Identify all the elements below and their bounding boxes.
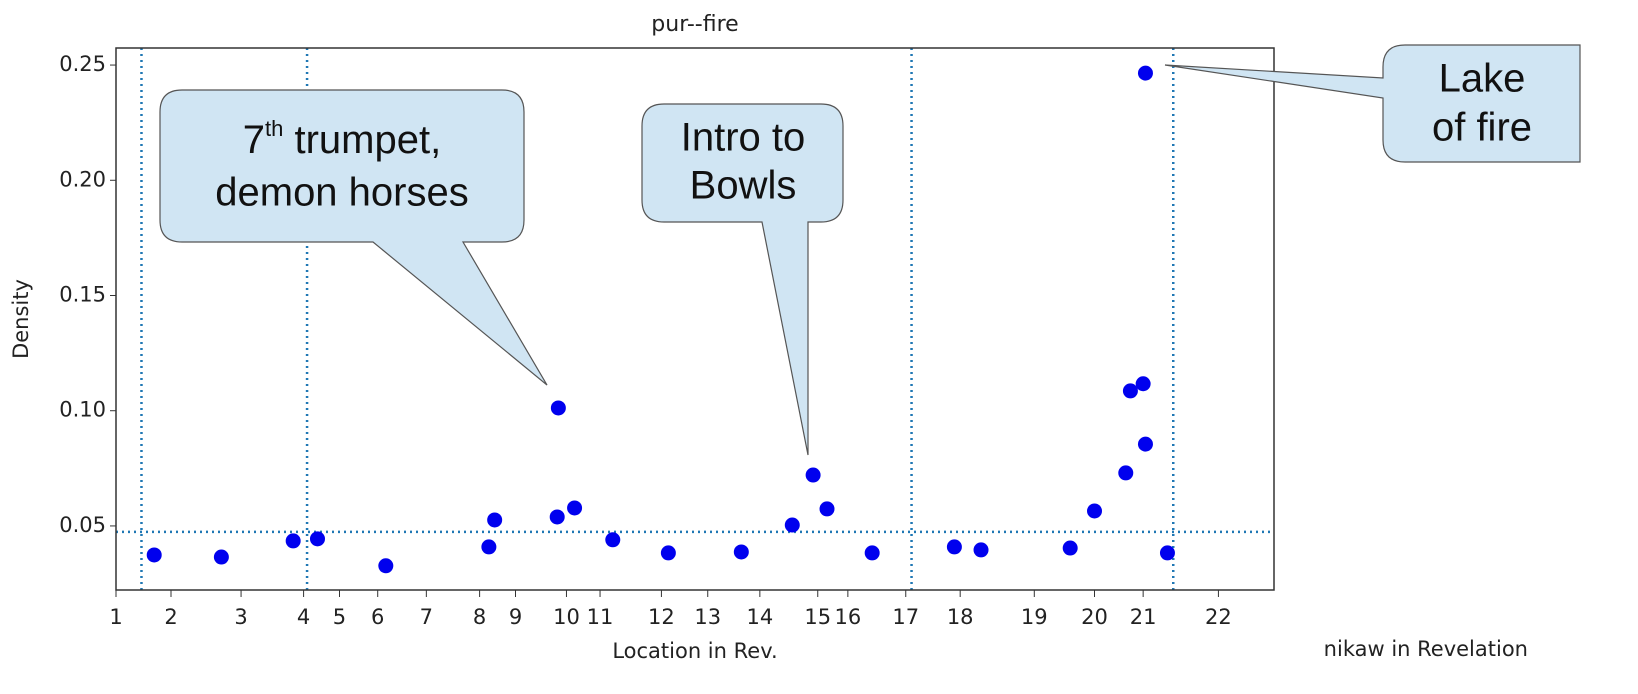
- x-tick-label: 20: [1081, 605, 1108, 629]
- annotation: demon horses: [215, 171, 468, 215]
- point: [1062, 540, 1078, 556]
- x-tick-label: 4: [297, 605, 310, 629]
- point: [1137, 65, 1153, 81]
- point: [605, 532, 621, 548]
- x-tick-label: 13: [694, 605, 721, 629]
- annotation: Lake: [1439, 57, 1526, 101]
- point: [805, 467, 821, 483]
- point: [864, 545, 880, 561]
- annotation: of fire: [1432, 106, 1532, 150]
- callout: [641, 103, 844, 456]
- point: [733, 544, 749, 560]
- point: [1159, 545, 1175, 561]
- x-tick-label: 1: [109, 605, 122, 629]
- point: [1137, 436, 1153, 452]
- x-tick-label: 19: [1021, 605, 1048, 629]
- x-tick-label: 17: [892, 605, 919, 629]
- x-tick-label: 9: [509, 605, 522, 629]
- annotation: Bowls: [690, 164, 797, 208]
- point: [481, 539, 497, 555]
- point: [1135, 376, 1151, 392]
- point: [1118, 465, 1134, 481]
- chart-title: pur--fire: [651, 12, 738, 37]
- x-tick-label: 10: [553, 605, 580, 629]
- y-axis-label: Density: [9, 279, 33, 359]
- x-tick-label: 21: [1130, 605, 1157, 629]
- x-tick-label: 11: [587, 605, 614, 629]
- point: [819, 501, 835, 517]
- point: [946, 539, 962, 555]
- annotation: 7th trumpet,: [243, 116, 441, 162]
- x-tick-label: 2: [164, 605, 177, 629]
- point: [309, 531, 325, 547]
- point: [285, 533, 301, 549]
- point: [567, 500, 583, 516]
- x-tick-label: 18: [947, 605, 974, 629]
- plot-area: 0.050.100.150.200.251 2 3 4 5 6 7 8 9 10 11 12 13 14 1…: [59, 48, 1274, 629]
- x-tick-label: 5: [333, 605, 346, 629]
- point: [660, 545, 676, 561]
- x-tick-label: 14: [746, 605, 773, 629]
- point: [487, 512, 503, 528]
- point: [784, 517, 800, 533]
- footer: nikaw in Revelation: [1324, 637, 1528, 661]
- point: [549, 509, 565, 525]
- x-tick-label: 8: [473, 605, 486, 629]
- point: [550, 400, 566, 416]
- callout: [1164, 44, 1581, 163]
- point: [1122, 383, 1138, 399]
- x-tick-label: 7: [420, 605, 433, 629]
- x-tick-label: 6: [371, 605, 384, 629]
- x-tick-label: 22: [1205, 605, 1232, 629]
- point: [973, 542, 989, 558]
- point: [213, 549, 229, 565]
- x-tick-label: 12: [648, 605, 675, 629]
- x-axis-label: Location in Rev.: [612, 639, 777, 663]
- y-tick-label: 0.25: [59, 52, 106, 76]
- x-tick-label: 16: [834, 605, 861, 629]
- axes-frame: [115, 47, 1275, 591]
- x-tick-label: 3: [234, 605, 247, 629]
- point: [378, 558, 394, 574]
- y-tick-label: 0.10: [59, 398, 106, 422]
- y-tick-label: 0.15: [59, 282, 106, 306]
- x-tick-label: 15: [804, 605, 831, 629]
- y-tick-label: 0.20: [59, 167, 106, 191]
- callout: [159, 89, 548, 386]
- y-tick-label: 0.05: [59, 513, 106, 537]
- annotation: Intro to: [681, 116, 806, 160]
- point: [146, 547, 162, 563]
- point: [1087, 503, 1103, 519]
